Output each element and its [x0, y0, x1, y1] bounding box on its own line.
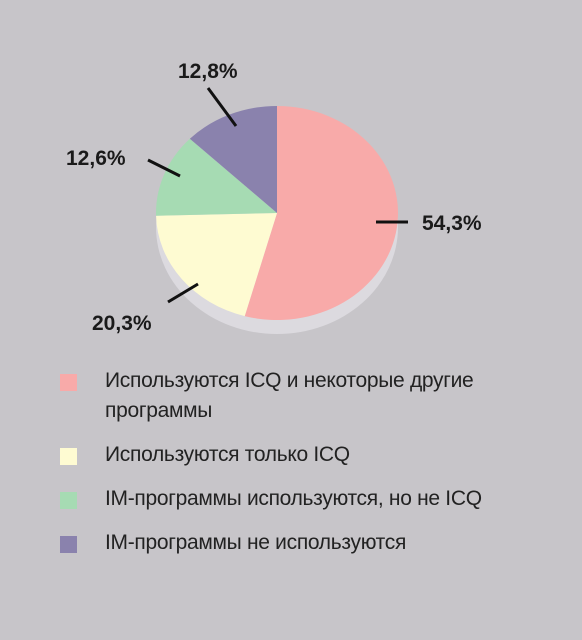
legend: Используются ICQ и некоторые другие прог…	[60, 366, 570, 572]
leader-line	[167, 282, 199, 304]
pie-chart: 54,3% 20,3% 12,6% 12,8%	[66, 60, 482, 335]
slice-percent-label: 12,6%	[66, 147, 126, 170]
legend-item: Используются ICQ и некоторые другие прог…	[60, 366, 570, 426]
legend-label: Используются ICQ и некоторые другие прог…	[105, 369, 474, 422]
slice-percent-label: 54,3%	[422, 212, 482, 235]
pie-chart-svg: 54,3% 20,3% 12,6% 12,8%	[66, 60, 482, 335]
pie-slice	[156, 213, 277, 317]
legend-item: Используются только ICQ	[60, 440, 570, 470]
pie-slice	[155, 138, 277, 216]
legend-item: IM-программы не используются	[60, 528, 570, 558]
legend-label: IM-программы используются, но не ICQ	[105, 487, 482, 510]
slice-percent-label: 20,3%	[92, 312, 152, 335]
legend-swatch-no-im	[60, 536, 77, 553]
legend-swatch-im-not-icq	[60, 492, 77, 509]
pie-slice	[189, 106, 277, 213]
legend-swatch-icq-only	[60, 448, 77, 465]
legend-swatch-icq-and-other	[60, 374, 77, 391]
slice-percent-label: 12,8%	[178, 60, 238, 83]
legend-item: IM-программы используются, но не ICQ	[60, 484, 570, 514]
legend-label: Используются только ICQ	[105, 443, 350, 466]
leader-line	[206, 87, 238, 127]
legend-label: IM-программы не используются	[105, 531, 407, 554]
leader-line	[147, 158, 181, 178]
pie-slice	[244, 106, 398, 320]
